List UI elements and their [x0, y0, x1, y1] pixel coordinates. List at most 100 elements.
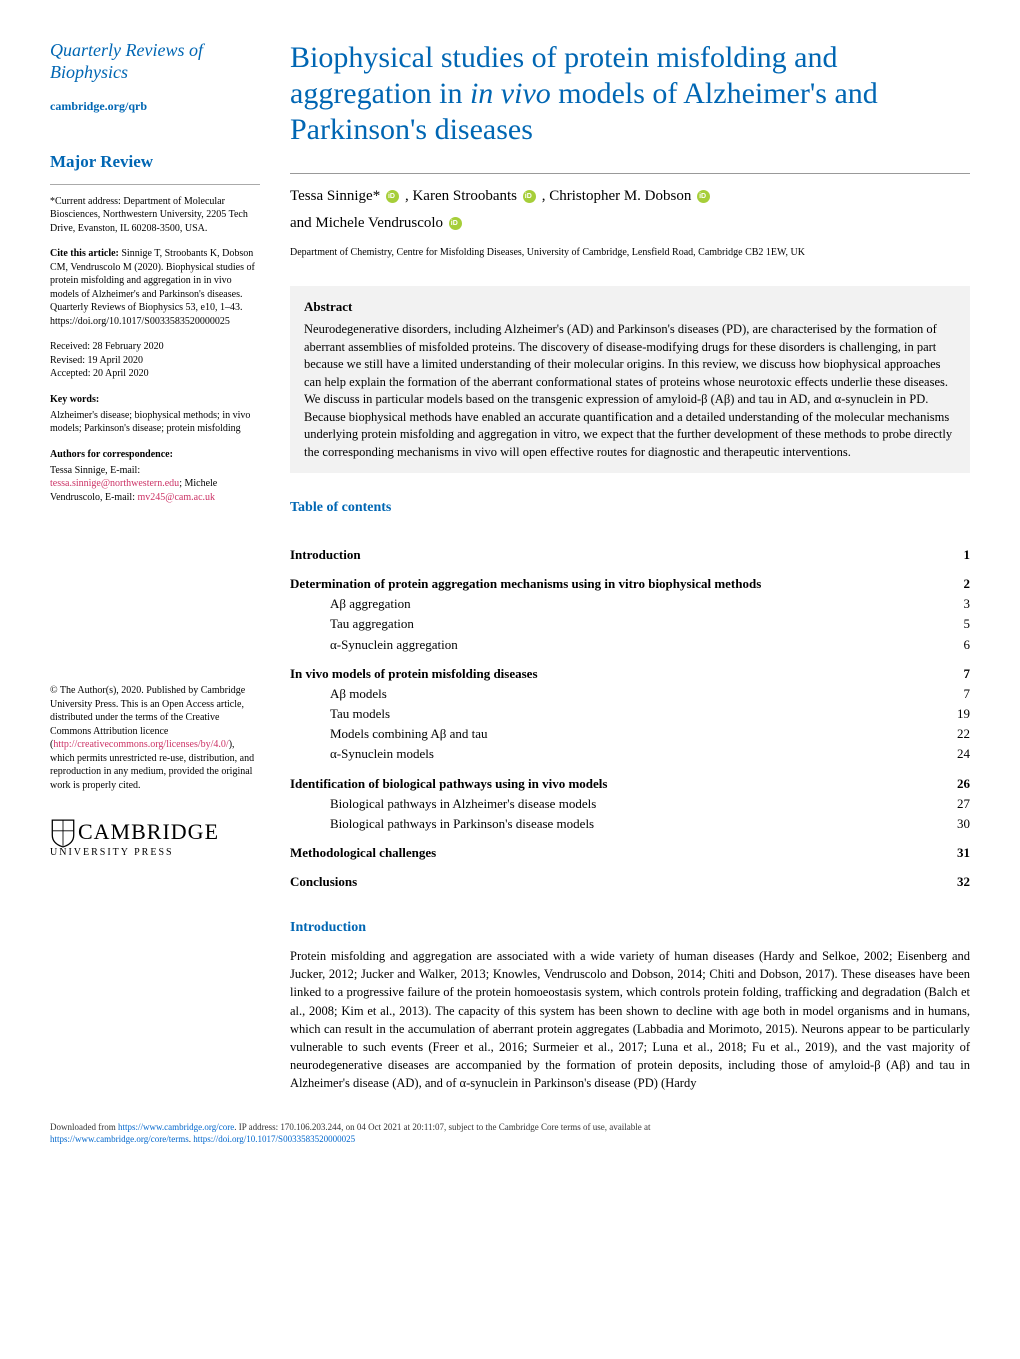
toc-label: Aβ aggregation — [290, 594, 940, 614]
toc-label: Introduction — [290, 536, 940, 565]
author-line-1: Tessa Sinnige* , Karen Stroobants , Chri… — [290, 173, 970, 207]
journal-url[interactable]: cambridge.org/qrb — [50, 98, 260, 115]
author-4: Michele Vendruscolo — [315, 215, 443, 231]
footer-link-2[interactable]: https://www.cambridge.org/core/terms — [50, 1134, 189, 1144]
toc-label: Tau aggregation — [290, 614, 940, 634]
keywords-label: Key words: — [50, 393, 260, 407]
toc-page: 7 — [940, 655, 970, 684]
toc-page: 24 — [940, 744, 970, 764]
toc-label: Conclusions — [290, 863, 940, 892]
toc-page: 27 — [940, 794, 970, 814]
toc-row: Determination of protein aggregation mec… — [290, 565, 970, 594]
logo-text: CAMBRIDGE — [50, 817, 260, 848]
toc-row: Aβ models7 — [290, 684, 970, 704]
toc-row: Methodological challenges31 — [290, 834, 970, 863]
toc-row: Identification of biological pathways us… — [290, 765, 970, 794]
author-3: Christopher M. Dobson — [549, 188, 691, 204]
toc-label: Aβ models — [290, 684, 940, 704]
corr-email-1[interactable]: tessa.sinnige@northwestern.edu — [50, 478, 179, 489]
page-footer: Downloaded from https://www.cambridge.or… — [50, 1122, 970, 1145]
toc-label: Tau models — [290, 704, 940, 724]
orcid-icon[interactable] — [449, 217, 462, 230]
toc-page: 22 — [940, 724, 970, 744]
page-columns: Quarterly Reviews of Biophysics cambridg… — [50, 40, 970, 1092]
correspondence-block: Tessa Sinnige, E-mail: tessa.sinnige@nor… — [50, 464, 260, 505]
author-2: Karen Stroobants — [412, 188, 517, 204]
copyright-link[interactable]: http://creativecommons.org/licenses/by/4… — [53, 739, 228, 750]
abstract-heading: Abstract — [304, 298, 956, 316]
toc-page: 31 — [940, 834, 970, 863]
toc-row: Tau models19 — [290, 704, 970, 724]
cite-label: Cite this article: — [50, 248, 119, 259]
author-1: Tessa Sinnige* — [290, 188, 380, 204]
toc-row: Conclusions32 — [290, 863, 970, 892]
toc-page: 3 — [940, 594, 970, 614]
corr-text-1: Tessa Sinnige, E-mail: — [50, 465, 140, 476]
toc-page: 26 — [940, 765, 970, 794]
footer-pre: Downloaded from — [50, 1122, 118, 1132]
toc-page: 6 — [940, 635, 970, 655]
footer-link-3[interactable]: https://doi.org/10.1017/S003358352000002… — [193, 1134, 355, 1144]
orcid-icon[interactable] — [386, 190, 399, 203]
introduction-text: Protein misfolding and aggregation are a… — [290, 947, 970, 1092]
toc-page: 1 — [940, 536, 970, 565]
toc-row: Models combining Aβ and tau22 — [290, 724, 970, 744]
corr-email-2[interactable]: mv245@cam.ac.uk — [137, 492, 215, 503]
toc-page: 30 — [940, 814, 970, 834]
accepted-date: Accepted: 20 April 2020 — [50, 367, 260, 381]
author-line-2: and Michele Vendruscolo — [290, 210, 970, 234]
toc-label: In vivo models of protein misfolding dis… — [290, 655, 940, 684]
affiliation: Department of Chemistry, Centre for Misf… — [290, 246, 970, 272]
logo-subtitle: UNIVERSITY PRESS — [50, 846, 260, 860]
toc-label: Determination of protein aggregation mec… — [290, 565, 940, 594]
cambridge-logo: CAMBRIDGE UNIVERSITY PRESS — [50, 817, 260, 860]
toc-label: Models combining Aβ and tau — [290, 724, 940, 744]
citation-block: Cite this article: Sinnige T, Stroobants… — [50, 247, 260, 328]
footer-post: . IP address: 170.106.203.244, on 04 Oct… — [234, 1122, 650, 1132]
journal-title: Quarterly Reviews of Biophysics — [50, 40, 260, 83]
current-address: *Current address: Department of Molecula… — [50, 195, 260, 236]
correspondence-label: Authors for correspondence: — [50, 448, 260, 462]
toc-row: Introduction1 — [290, 536, 970, 565]
toc-label: Biological pathways in Parkinson's disea… — [290, 814, 940, 834]
footer-link-1[interactable]: https://www.cambridge.org/core — [118, 1122, 234, 1132]
toc-label: Identification of biological pathways us… — [290, 765, 940, 794]
author-4-pre: and — [290, 215, 315, 231]
cite-text: Sinnige T, Stroobants K, Dobson CM, Vend… — [50, 248, 255, 327]
toc-row: α-Synuclein aggregation6 — [290, 635, 970, 655]
dates-block: Received: 28 February 2020 Revised: 19 A… — [50, 340, 260, 381]
toc-label: α-Synuclein aggregation — [290, 635, 940, 655]
shield-icon — [50, 818, 76, 848]
toc-label: Methodological challenges — [290, 834, 940, 863]
toc-row: Tau aggregation5 — [290, 614, 970, 634]
title-italic: in vivo — [470, 77, 551, 110]
received-date: Received: 28 February 2020 — [50, 340, 260, 354]
logo-name: CAMBRIDGE — [78, 817, 219, 848]
abstract-box: Abstract Neurodegenerative disorders, in… — [290, 286, 970, 473]
toc-page: 7 — [940, 684, 970, 704]
toc-row: Biological pathways in Parkinson's disea… — [290, 814, 970, 834]
keywords-text: Alzheimer's disease; biophysical methods… — [50, 409, 260, 436]
toc-row: Biological pathways in Alzheimer's disea… — [290, 794, 970, 814]
introduction-heading: Introduction — [290, 918, 970, 938]
toc-row: α-Synuclein models24 — [290, 744, 970, 764]
copyright-block: © The Author(s), 2020. Published by Camb… — [50, 684, 260, 792]
revised-date: Revised: 19 April 2020 — [50, 354, 260, 368]
toc-page: 32 — [940, 863, 970, 892]
toc-row: In vivo models of protein misfolding dis… — [290, 655, 970, 684]
toc-row: Aβ aggregation3 — [290, 594, 970, 614]
toc-page: 5 — [940, 614, 970, 634]
toc-table: Introduction1Determination of protein ag… — [290, 536, 970, 893]
toc-heading: Table of contents — [290, 498, 970, 518]
toc-label: Biological pathways in Alzheimer's disea… — [290, 794, 940, 814]
orcid-icon[interactable] — [697, 190, 710, 203]
orcid-icon[interactable] — [523, 190, 536, 203]
toc-label: α-Synuclein models — [290, 744, 940, 764]
section-label: Major Review — [50, 150, 260, 174]
divider — [50, 184, 260, 185]
article-title: Biophysical studies of protein misfoldin… — [290, 40, 970, 148]
left-sidebar: Quarterly Reviews of Biophysics cambridg… — [50, 40, 260, 1092]
main-content: Biophysical studies of protein misfoldin… — [290, 40, 970, 1092]
toc-page: 19 — [940, 704, 970, 724]
abstract-text: Neurodegenerative disorders, including A… — [304, 321, 956, 461]
